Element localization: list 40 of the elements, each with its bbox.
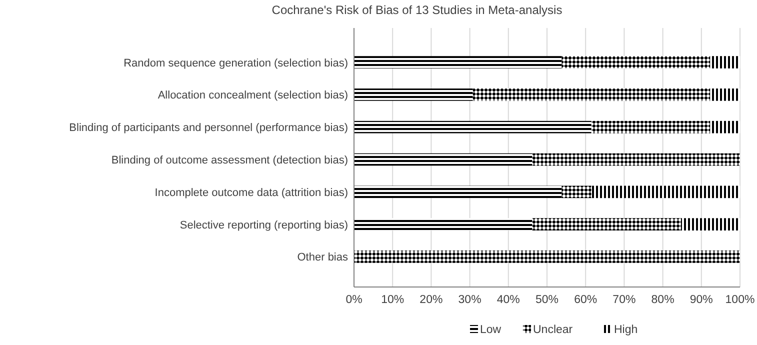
bar bbox=[354, 153, 532, 166]
y-tick-label: Blinding of participants and personnel (performance bias) bbox=[69, 122, 348, 134]
y-tick-label: Blinding of outcome assessment (detection bias) bbox=[111, 154, 348, 166]
bar bbox=[562, 56, 710, 68]
x-tick-label: 0% bbox=[346, 294, 362, 306]
y-tick-label: Allocation concealment (selection bias) bbox=[158, 90, 348, 102]
x-tick-label: 70% bbox=[612, 294, 636, 306]
x-tick-label: 90% bbox=[690, 294, 713, 306]
bar bbox=[354, 120, 592, 134]
y-tick-label: Other bias bbox=[297, 252, 348, 264]
bar bbox=[472, 88, 710, 101]
x-tick-label: 30% bbox=[458, 294, 482, 306]
bar bbox=[710, 120, 740, 134]
x-tick-label: 10% bbox=[381, 294, 404, 306]
bar bbox=[354, 88, 473, 101]
chart-title: Cochrane's Risk of Bias of 13 Studies in Meta-analysis bbox=[272, 3, 562, 17]
legend-label: High bbox=[614, 324, 638, 336]
x-tick-label: 80% bbox=[651, 294, 674, 306]
bar bbox=[354, 250, 740, 263]
bar bbox=[562, 186, 592, 198]
bar bbox=[710, 56, 740, 68]
x-tick-label: 40% bbox=[496, 294, 520, 306]
y-tick-label: Incomplete outcome data (attrition bias) bbox=[154, 186, 348, 199]
x-tick-label: 20% bbox=[420, 294, 443, 306]
bar bbox=[591, 120, 710, 134]
x-tick-label: 60% bbox=[574, 294, 598, 306]
bar bbox=[680, 218, 740, 230]
x-tick-label: 100% bbox=[725, 294, 755, 306]
bar bbox=[710, 88, 740, 101]
bar bbox=[354, 56, 562, 68]
bar bbox=[532, 218, 681, 230]
legend-label: Low bbox=[480, 324, 502, 336]
legend-label: Unclear bbox=[533, 324, 573, 336]
bar bbox=[354, 186, 562, 198]
bar bbox=[591, 186, 740, 198]
bar bbox=[354, 218, 532, 230]
bar bbox=[532, 153, 740, 166]
x-tick-label: 50% bbox=[535, 294, 559, 306]
y-tick-label: Selective reporting (reporting bias) bbox=[180, 219, 348, 232]
y-tick-label: Random sequence generation (selection bias) bbox=[124, 57, 348, 70]
